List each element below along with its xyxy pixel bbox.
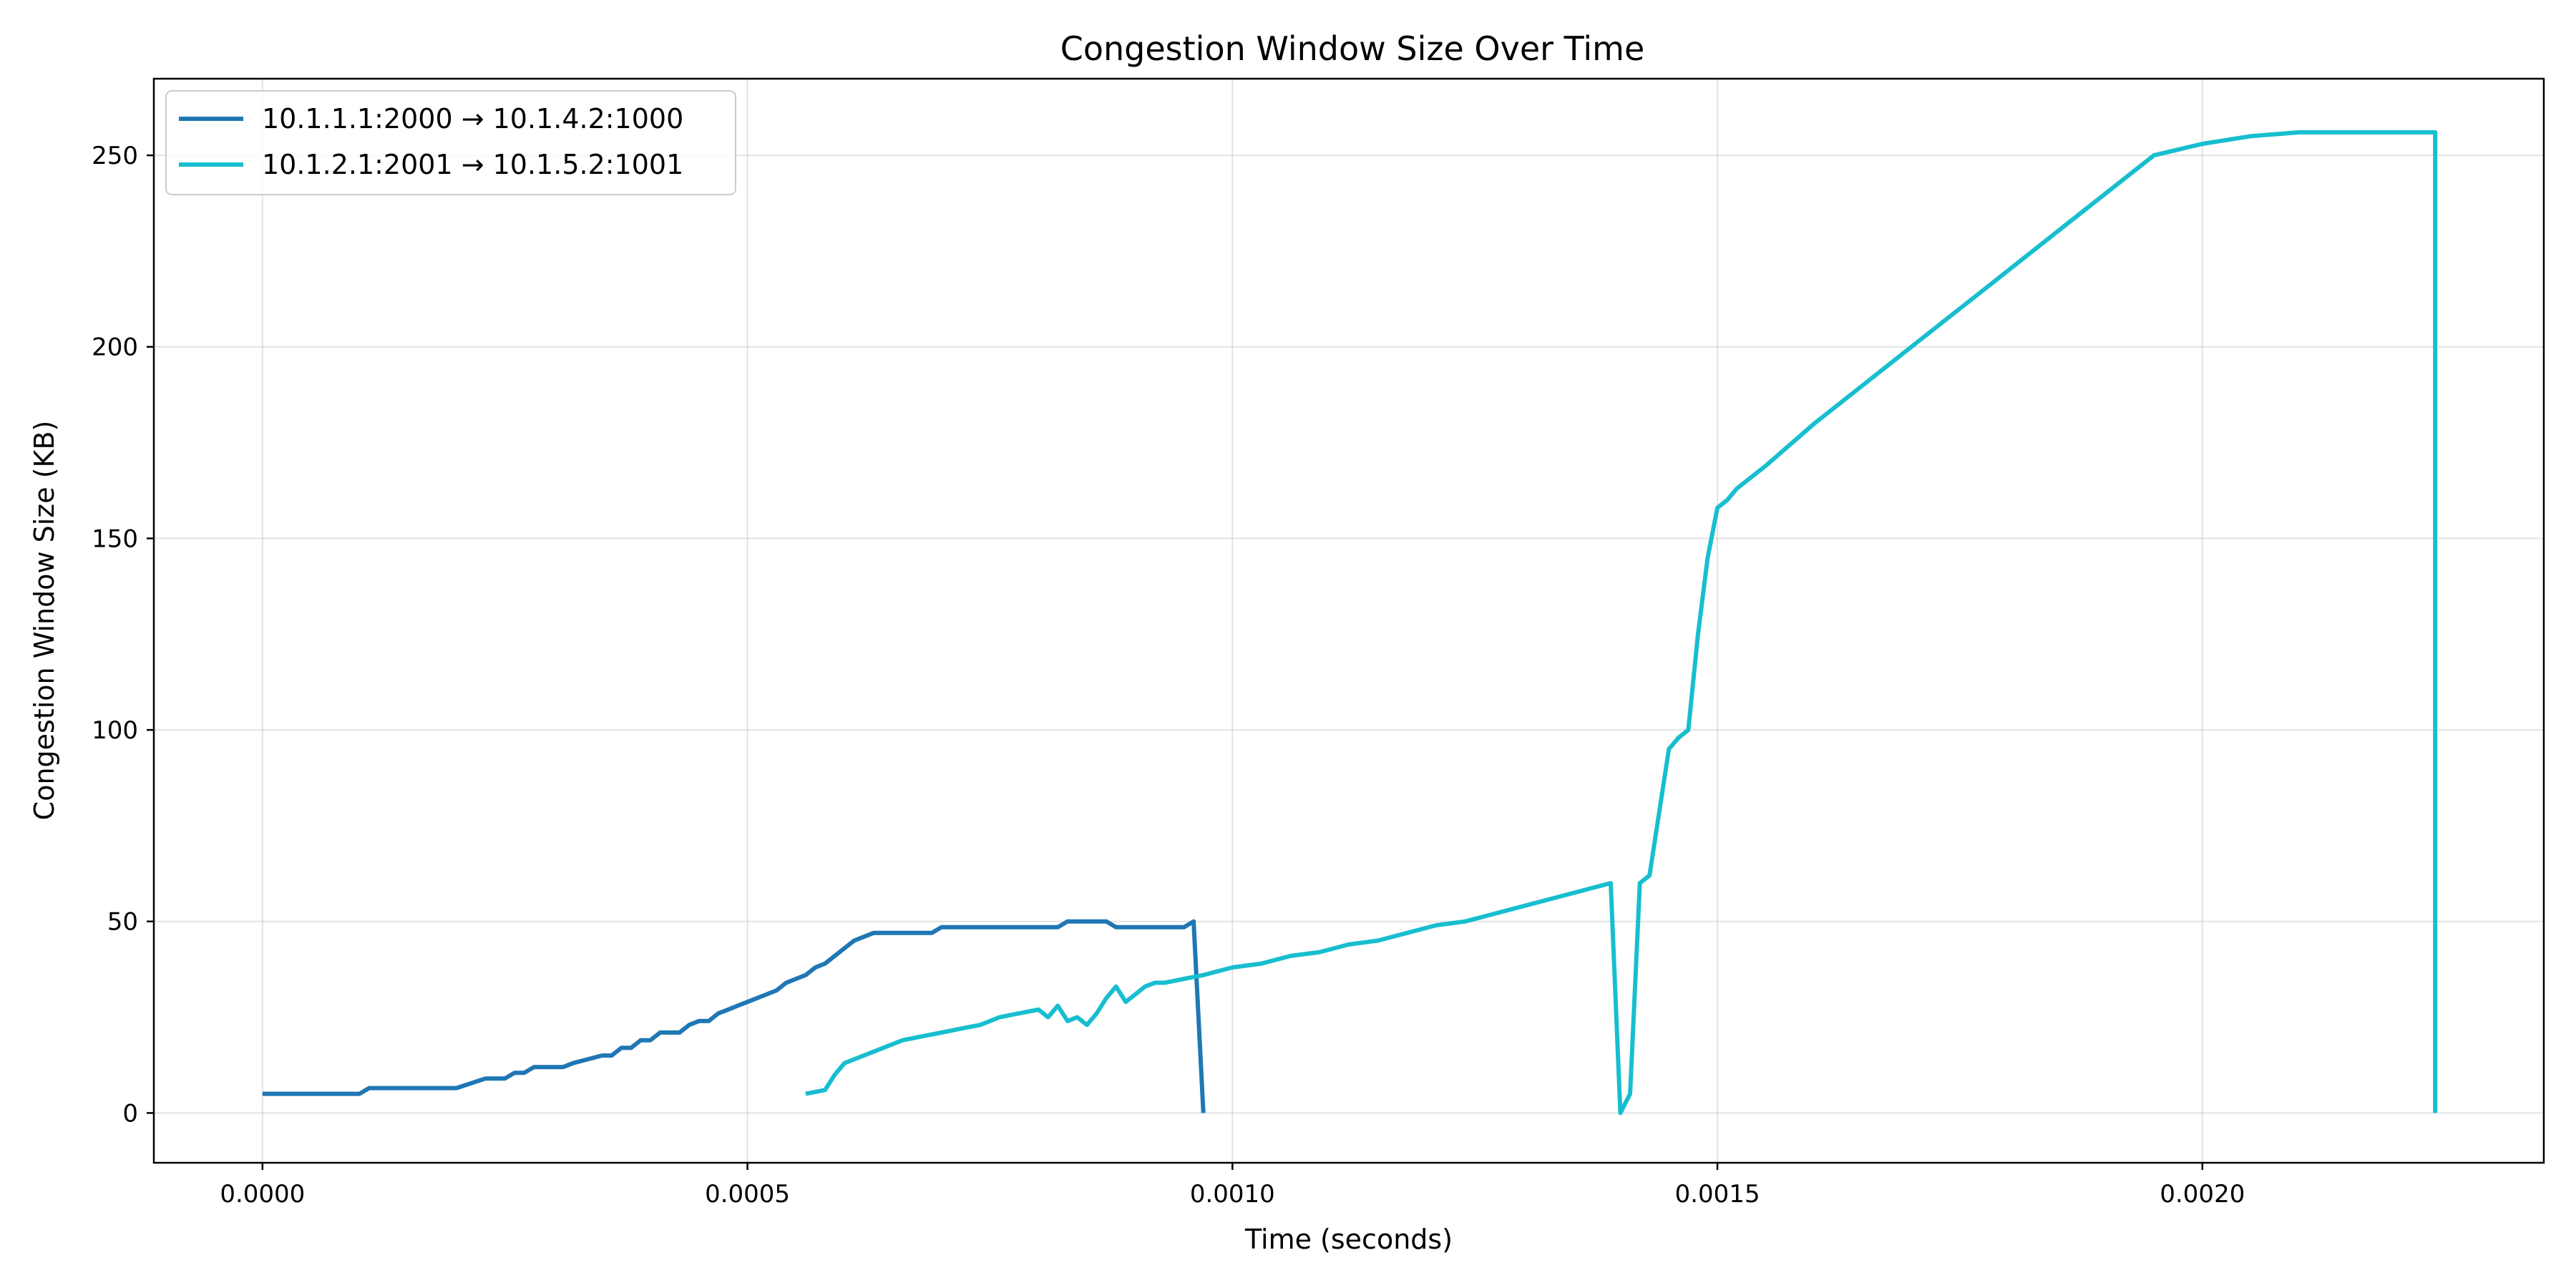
x-tick-label: 0.0005 <box>705 1180 790 1209</box>
x-tick-label: 0.0020 <box>2160 1180 2245 1209</box>
tick-layer: 0.0000 0.0005 0.0010 0.0015 0.0020 0 50 100 150 2… <box>92 142 2245 1209</box>
x-tick-label: 0.0015 <box>1675 1180 1760 1209</box>
y-tick-label: 0 <box>122 1099 138 1128</box>
y-tick-label: 150 <box>92 525 138 553</box>
y-tick-label: 250 <box>92 142 138 170</box>
legend: 10.1.1.1:2000 → 10.1.4.2:1000 10.1.2.1:2… <box>165 90 736 195</box>
grid-layer <box>154 79 2544 1163</box>
series-line-2 <box>805 130 2438 1116</box>
y-tick-label: 200 <box>92 333 138 362</box>
y-tick-label: 50 <box>107 908 138 937</box>
y-tick-label: 100 <box>92 716 138 745</box>
series-line-1 <box>262 919 1206 1113</box>
plot-frame <box>152 77 2545 1164</box>
x-tick-label: 0.0010 <box>1190 1180 1275 1209</box>
legend-frame <box>165 90 736 195</box>
legend-label-series-1: 10.1.1.1:2000 → 10.1.4.2:1000 <box>262 103 683 135</box>
legend-label-series-2: 10.1.2.1:2001 → 10.1.5.2:1001 <box>262 149 683 180</box>
y-axis-label: Congestion Window Size (KB) <box>29 421 60 821</box>
chart-title: Congestion Window Size Over Time <box>1060 29 1645 68</box>
x-tick-label: 0.0000 <box>220 1180 305 1209</box>
x-axis-label: Time (seconds) <box>1244 1224 1453 1255</box>
series-layer <box>262 130 2438 1116</box>
